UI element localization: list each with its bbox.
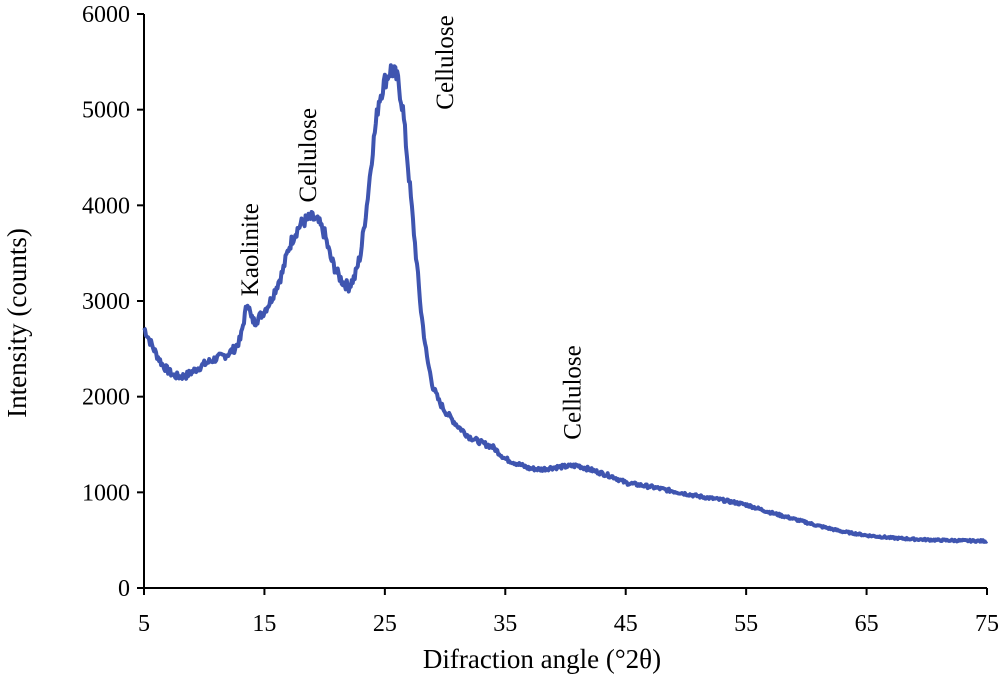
y-tick-label: 2000 (82, 385, 130, 411)
x-axis-title: Difraction angle (°2θ) (423, 644, 661, 674)
x-tick-label: 35 (493, 611, 517, 637)
peak-annotation: Cellulose (295, 108, 322, 202)
annotations: Kaolinite Cellulose Cellulose Cellulose (237, 15, 587, 439)
y-tick-label: 6000 (82, 2, 130, 28)
y-axis-title: Intensity (counts) (2, 228, 32, 418)
series-line (142, 63, 989, 544)
x-tick-label: 25 (373, 611, 397, 637)
x-tick-label: 55 (734, 611, 758, 637)
peak-annotation: Cellulose (560, 345, 587, 439)
y-axis: 0 1000 2000 3000 4000 5000 6000 (82, 2, 145, 602)
y-tick-label: 1000 (82, 480, 130, 506)
x-axis: 5 15 25 35 45 55 65 75 (138, 587, 999, 637)
x-tick-label: 15 (252, 611, 276, 637)
peak-annotation: Cellulose (432, 15, 459, 109)
y-tick-label: 3000 (82, 289, 130, 315)
series-group (142, 63, 989, 544)
y-tick-label: 5000 (82, 98, 130, 124)
y-tick-label: 4000 (82, 193, 130, 219)
x-tick-label: 5 (138, 611, 150, 637)
peak-annotation: Kaolinite (237, 203, 264, 296)
y-tick-label: 0 (118, 576, 130, 602)
x-tick-label: 45 (614, 611, 638, 637)
x-tick-label: 65 (855, 611, 879, 637)
x-tick-label: 75 (975, 611, 999, 637)
